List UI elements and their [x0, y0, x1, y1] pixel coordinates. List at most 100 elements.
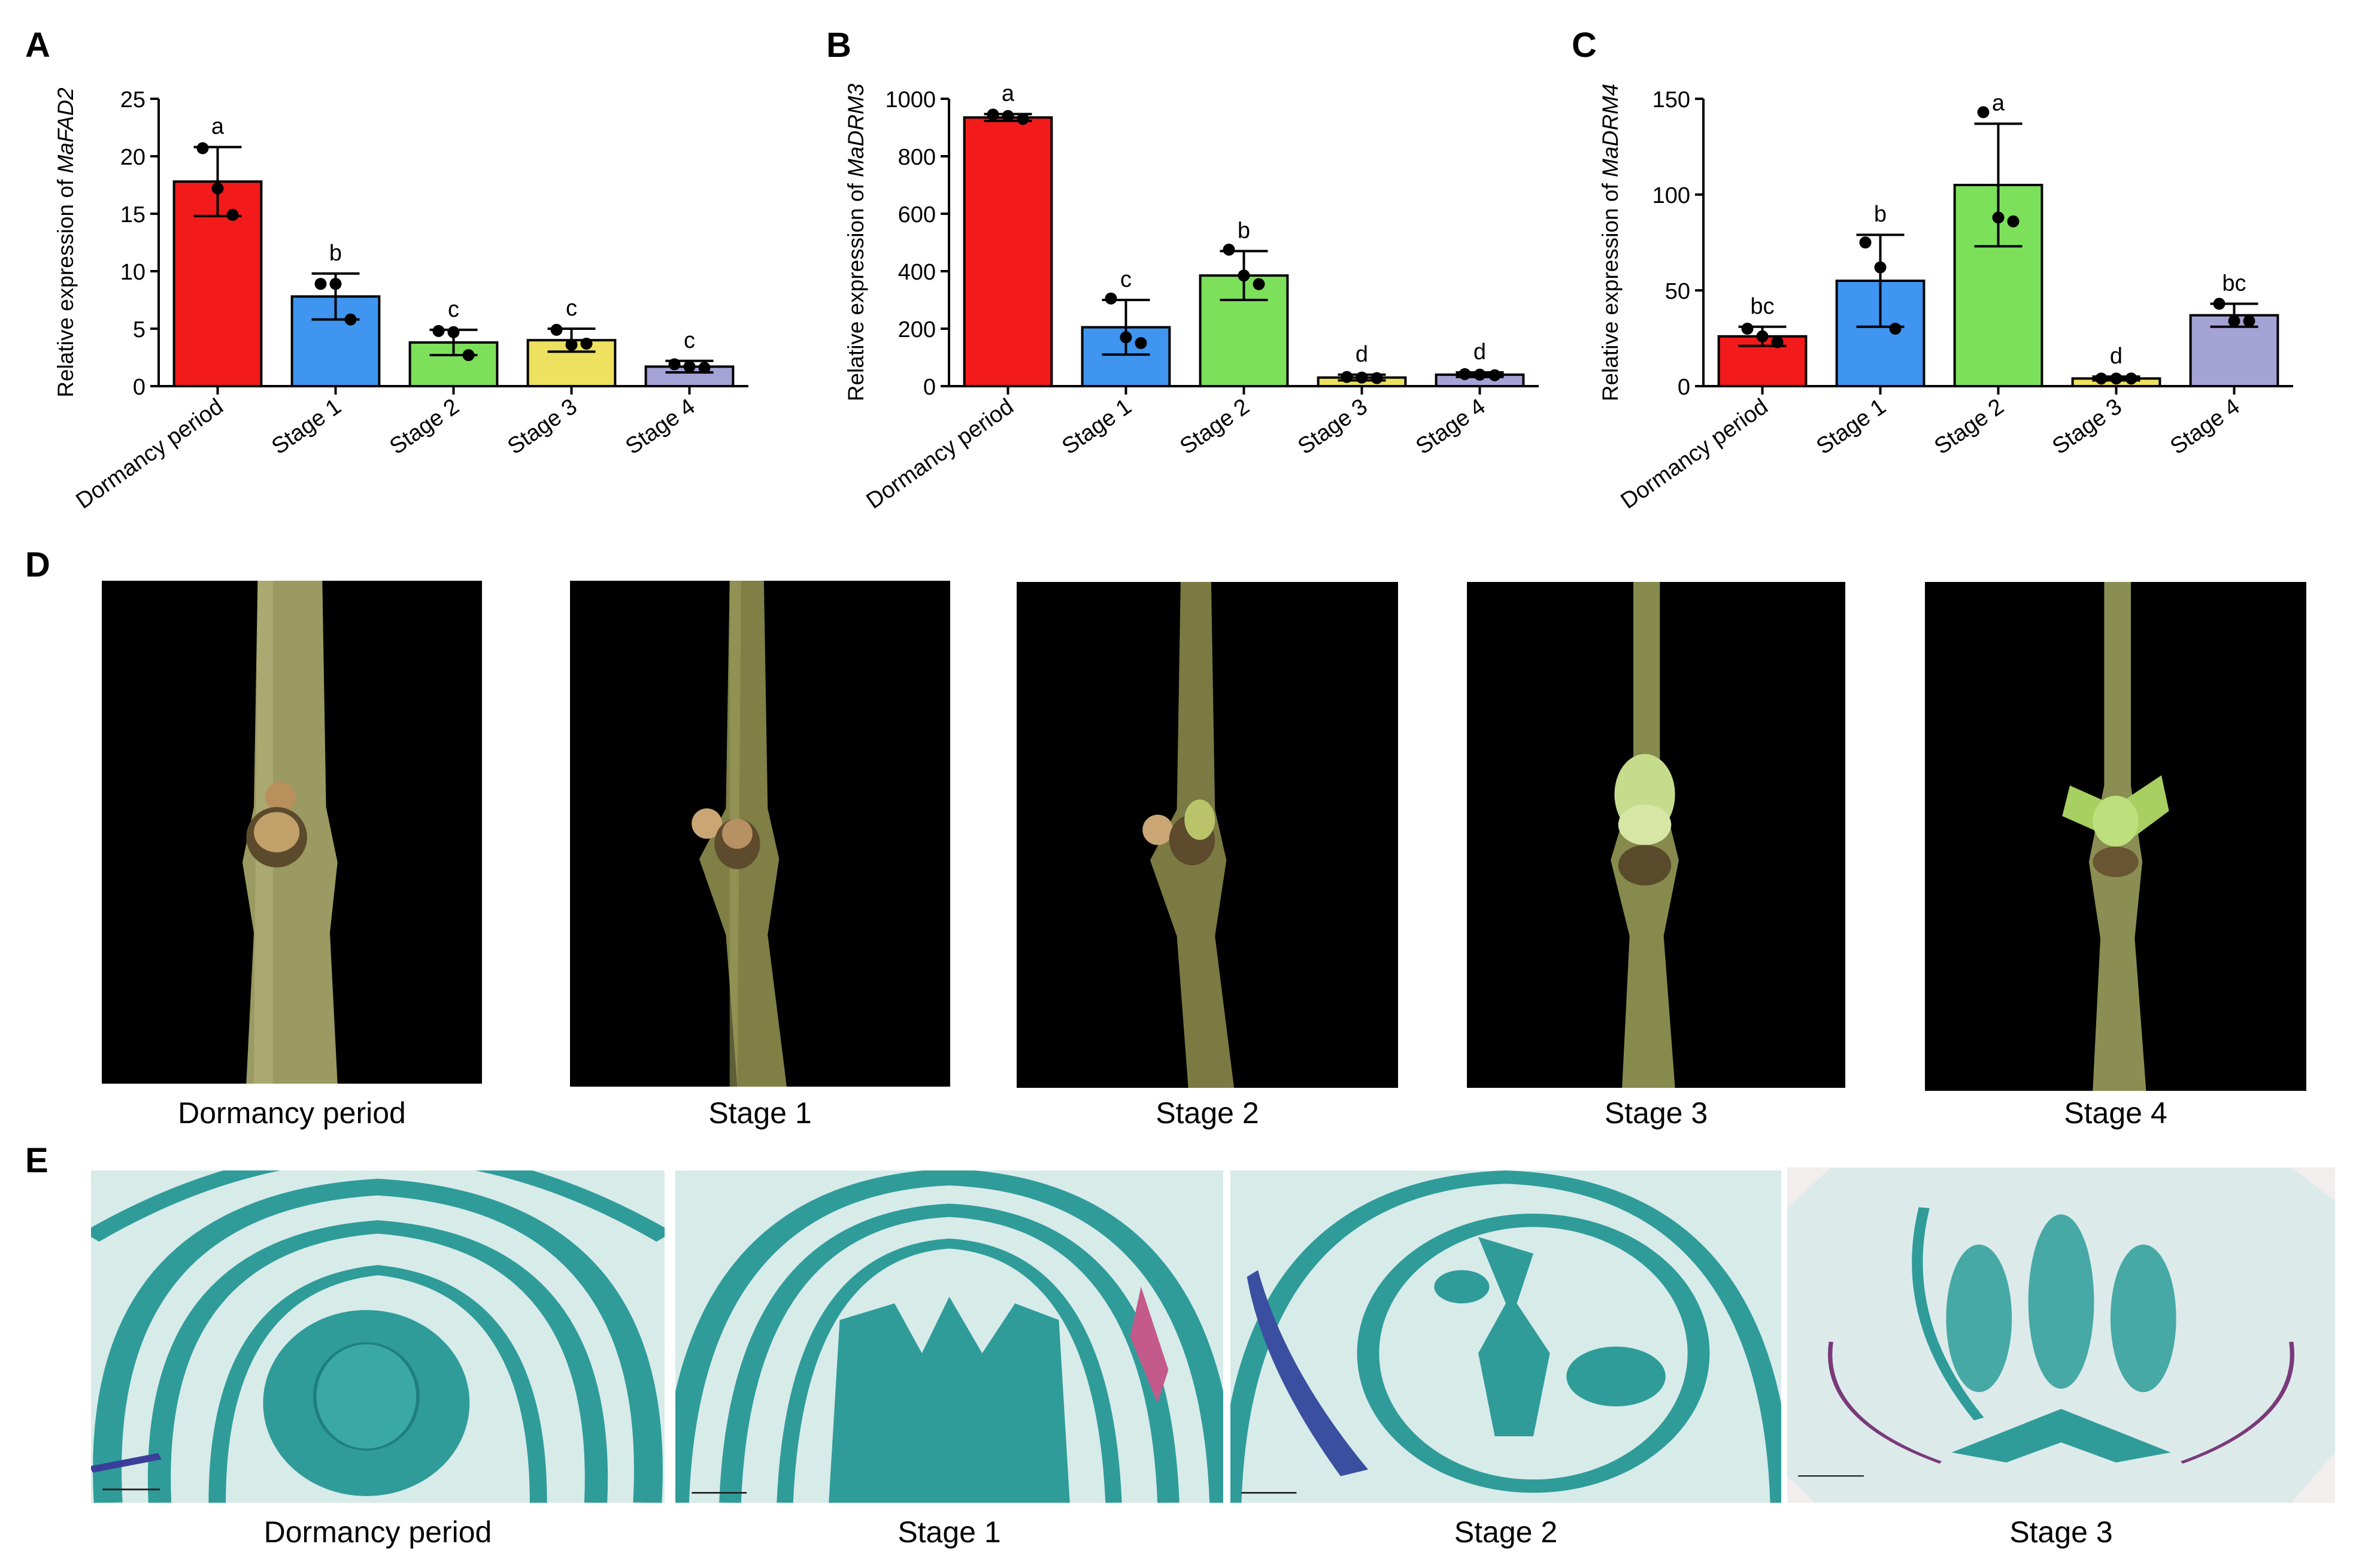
y-tick-label: 0 — [133, 375, 145, 400]
x-tick-label: Dormancy period — [862, 394, 1018, 514]
significance-letter: d — [2110, 344, 2123, 369]
data-point — [226, 208, 239, 221]
x-tick-label: Stage 2 — [1175, 394, 1254, 460]
panel-letter-e: E — [25, 1141, 48, 1180]
y-tick-label: 1000 — [885, 87, 936, 113]
data-point — [314, 278, 327, 290]
data-point — [1473, 368, 1486, 381]
data-point — [683, 360, 696, 373]
significance-letter: c — [566, 296, 577, 321]
data-point — [1977, 106, 1990, 119]
x-tick-label: Stage 1 — [1812, 394, 1890, 460]
x-tick-label: Stage 2 — [1930, 394, 2008, 460]
x-tick-label: Stage 2 — [385, 394, 463, 460]
significance-letter: d — [1473, 339, 1486, 365]
twig-photo-stage-3 — [1467, 582, 1845, 1088]
data-point — [211, 182, 224, 195]
y-tick-label: 400 — [898, 260, 936, 285]
significance-letter: b — [329, 241, 342, 266]
significance-letter: bc — [1750, 294, 1774, 319]
significance-letter: b — [1238, 218, 1250, 243]
section-caption-stage-1: Stage 1 — [898, 1515, 1001, 1549]
y-tick-label: 5 — [133, 317, 145, 342]
x-tick-label: Stage 1 — [1057, 394, 1136, 460]
data-point — [1874, 261, 1887, 274]
y-tick-label: 150 — [1653, 87, 1690, 113]
data-point — [1459, 368, 1471, 380]
data-point — [196, 142, 209, 154]
data-point — [2228, 315, 2240, 327]
significance-letter: c — [684, 328, 695, 353]
photo-caption-stage-1: Stage 1 — [708, 1096, 812, 1130]
data-point — [432, 324, 445, 337]
bar-chart-madrm4: 0 50 100 150 Relative expression of MaDRM4Do… — [1598, 84, 2293, 514]
data-point — [2110, 372, 2123, 385]
y-tick-label: 15 — [120, 202, 145, 228]
y-tick-label: 0 — [1678, 375, 1690, 400]
y-tick-label: 0 — [923, 375, 936, 400]
panel-letter-d: D — [25, 545, 50, 584]
significance-letter: c — [1120, 267, 1132, 292]
x-tick-label: Stage 3 — [503, 394, 581, 460]
y-tick-label: 100 — [1653, 183, 1690, 208]
data-point — [1859, 236, 1872, 248]
data-point — [1017, 113, 1029, 125]
data-point — [1105, 292, 1117, 305]
bar-chart-mafad2: 0 5 10 15 20 25 Relative expression of MaFAD2D… — [53, 87, 748, 514]
photo-caption-stage-4: Stage 4 — [2064, 1096, 2167, 1130]
section-caption-dormancy: Dormancy period — [263, 1515, 492, 1549]
data-point — [1120, 331, 1132, 344]
significance-letter: a — [1992, 91, 2005, 116]
data-point — [1371, 372, 1383, 384]
photo-caption-stage-3: Stage 3 — [1604, 1096, 1708, 1130]
photo-caption-dormancy: Dormancy period — [178, 1096, 406, 1130]
data-point — [1756, 330, 1769, 342]
y-tick-label: 200 — [898, 317, 936, 342]
x-tick-label: Stage 4 — [2166, 394, 2244, 460]
section-image-stage-3 — [1787, 1167, 2335, 1503]
data-point — [1741, 323, 1754, 335]
x-tick-label: Stage 1 — [267, 394, 345, 460]
y-axis-label: Relative expression of MaFAD2 — [53, 87, 78, 398]
y-axis-label: Relative expression of MaDRM4 — [1598, 84, 1623, 402]
section-caption-stage-2: Stage 2 — [1454, 1515, 1558, 1549]
data-point — [2213, 298, 2225, 310]
data-point — [1135, 337, 1147, 349]
y-tick-label: 50 — [1665, 279, 1690, 304]
panel-letter-b: B — [826, 26, 851, 65]
significance-letter: c — [448, 297, 459, 322]
data-point — [2243, 315, 2255, 327]
x-tick-label: Stage 4 — [1411, 394, 1490, 460]
y-tick-label: 800 — [898, 145, 936, 170]
data-point — [447, 326, 460, 338]
data-point — [580, 337, 593, 350]
data-point — [550, 323, 563, 336]
panel-letter-c: C — [1572, 26, 1597, 65]
data-point — [344, 313, 357, 326]
x-tick-label: Dormancy period — [72, 394, 228, 514]
data-point — [565, 338, 578, 351]
data-point — [1992, 211, 2005, 224]
bar — [526, 339, 617, 388]
data-point — [462, 349, 475, 362]
photo-caption-stage-2: Stage 2 — [1156, 1096, 1259, 1130]
data-point — [1238, 269, 1250, 282]
data-point — [987, 108, 999, 121]
data-point — [2125, 372, 2137, 385]
data-point — [668, 358, 681, 371]
panel-letter-a: A — [25, 26, 50, 65]
data-point — [2095, 372, 2108, 385]
x-tick-label: Stage 3 — [1293, 394, 1372, 460]
significance-letter: a — [1002, 81, 1015, 106]
data-point — [329, 278, 342, 290]
data-point — [1253, 278, 1265, 290]
x-tick-label: Stage 3 — [2048, 394, 2126, 460]
bar — [963, 116, 1053, 387]
data-point — [1488, 369, 1501, 381]
x-tick-label: Dormancy period — [1617, 394, 1773, 514]
twig-photo-stage-2 — [1017, 582, 1398, 1088]
bar-chart-madrm3: 0 200 400 600 800 1000 Relative expression of … — [844, 81, 1539, 514]
significance-letter: d — [1356, 342, 1368, 367]
y-axis-label: Relative expression of MaDRM3 — [844, 83, 868, 401]
data-point — [1356, 371, 1368, 384]
